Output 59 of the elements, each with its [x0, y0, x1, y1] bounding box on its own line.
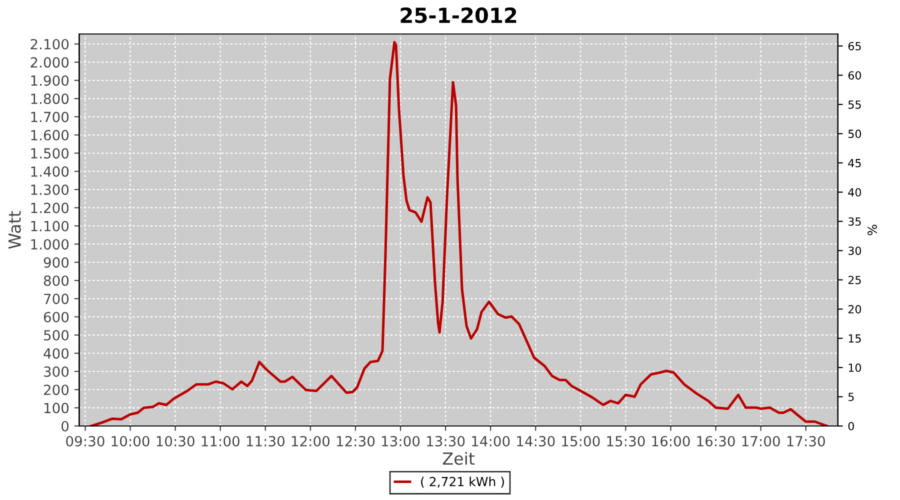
y-tick-label: 500	[44, 330, 69, 341]
legend-label: ( 2,721 kWh )	[421, 476, 504, 488]
y2-tick-label: 40	[848, 188, 862, 197]
y-tick-label: 100	[44, 402, 69, 414]
x-axis-title: Zeit	[442, 452, 475, 465]
x-tick-label: 12:00	[292, 436, 330, 446]
y-tick-label: 400	[44, 348, 69, 359]
y2-tick-label: 20	[848, 305, 862, 314]
y-tick-label: 1.900	[31, 75, 69, 86]
y2-tick-label: 25	[848, 276, 861, 284]
y-tick-label: 900	[44, 257, 69, 268]
y-axis-title: Watt	[8, 211, 21, 249]
y2-tick-label: 60	[848, 71, 862, 80]
y2-tick-label: 55	[848, 100, 861, 109]
x-tick-label: 10:00	[112, 436, 150, 446]
y-tick-label: 0	[62, 420, 69, 432]
x-tick-label: 14:00	[472, 436, 510, 446]
y-tick-label: 600	[44, 312, 69, 322]
y2-tick-label: 50	[848, 130, 862, 138]
x-tick-label: 13:00	[382, 436, 420, 446]
y-tick-label: 1.400	[31, 166, 69, 177]
y2-tick-label: 30	[848, 246, 862, 255]
x-tick-label: 16:30	[697, 436, 735, 446]
y-tick-label: 200	[44, 384, 69, 396]
y-tick-label: 1.200	[31, 202, 69, 214]
x-tick-label: 11:30	[246, 436, 284, 446]
y2-tick-label: 0	[848, 422, 854, 430]
line-series	[90, 40, 828, 426]
y-tick-label: 1.500	[31, 148, 69, 159]
x-tick-label: 10:30	[156, 436, 194, 446]
x-tick-label: 11:00	[202, 436, 240, 446]
x-tick-label: 15:30	[607, 436, 645, 446]
y-tick-label: 800	[44, 275, 69, 286]
y2-tick-label: 10	[848, 364, 862, 372]
x-tick-label: 17:00	[742, 436, 780, 446]
y2-tick-label: 5	[848, 392, 854, 402]
y-tick-label: 1.000	[31, 239, 69, 250]
y-tick-label: 2.100	[30, 38, 69, 50]
y2-tick-label: 65	[848, 42, 861, 50]
y-tick-label: 1.300	[31, 184, 69, 195]
y-tick-label: 300	[44, 366, 69, 377]
y-tick-label: 1.700	[31, 112, 69, 122]
x-tick-label: 17:30	[787, 436, 825, 446]
y-tick-label: 700	[44, 294, 69, 304]
x-tick-label: 12:30	[336, 436, 375, 446]
x-tick-label: 16:00	[652, 436, 690, 446]
y2-tick-label: 45	[848, 159, 861, 168]
chart-title: 25-1-2012	[400, 7, 516, 24]
x-tick-label: 14:30	[517, 436, 555, 446]
x-tick-label: 09:30	[66, 436, 104, 446]
x-tick-label: 13:30	[427, 436, 465, 446]
y-tick-label: 2.000	[30, 57, 69, 68]
y2-tick-label: 35	[848, 217, 861, 226]
y2-axis-title: %	[868, 224, 877, 236]
y-tick-label: 1.600	[31, 130, 69, 140]
y-tick-label: 1.100	[31, 220, 69, 232]
y2-tick-label: 15	[848, 334, 861, 343]
x-tick-label: 15:00	[562, 436, 600, 446]
y-tick-label: 1.800	[31, 94, 69, 104]
